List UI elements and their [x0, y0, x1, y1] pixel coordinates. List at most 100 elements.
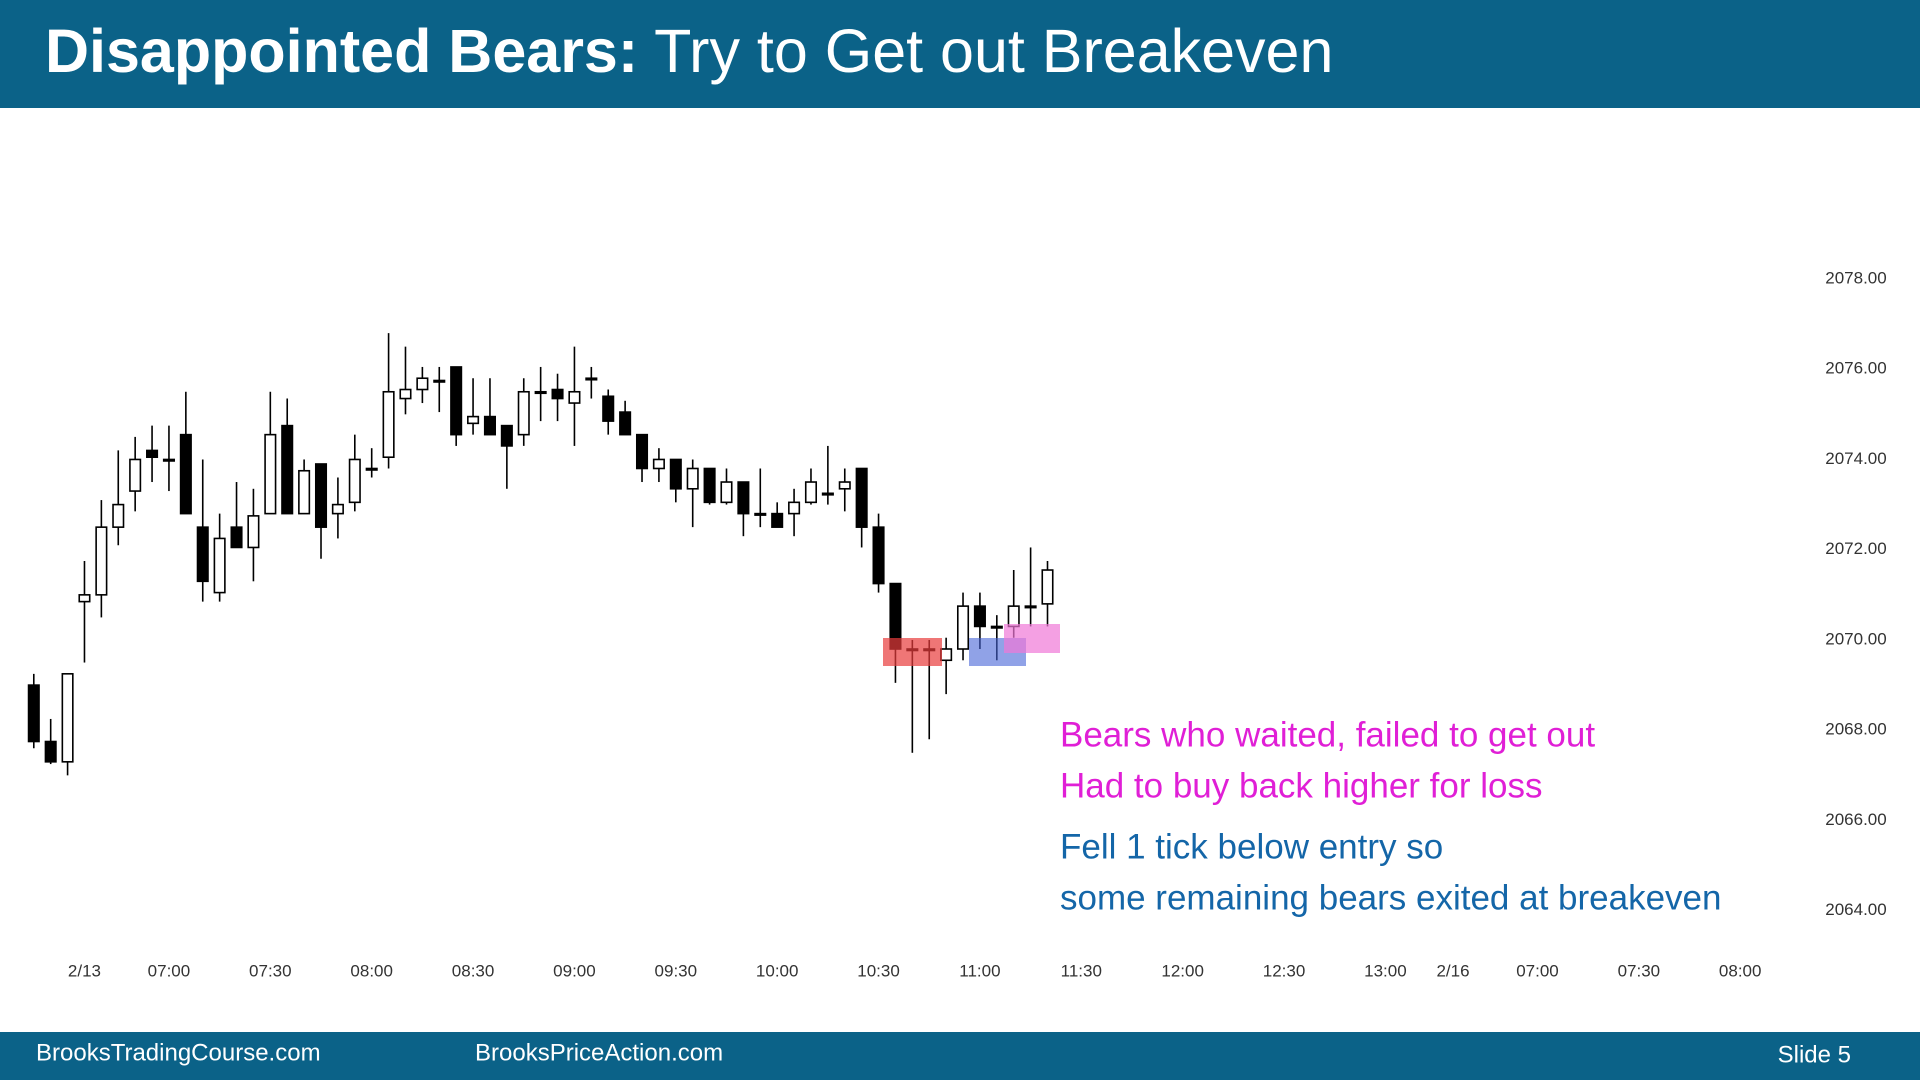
- x-tick-label: 07:00: [1516, 961, 1559, 980]
- x-tick-label: 12:30: [1263, 961, 1306, 980]
- candle-body: [517, 390, 530, 436]
- candle-body: [652, 458, 665, 470]
- footer-center: BrooksPriceAction.com: [475, 1039, 723, 1066]
- candle-body: [635, 433, 649, 470]
- candle-body: [129, 458, 142, 492]
- y-tick-label: 2074.00: [1825, 449, 1886, 468]
- candle-body: [619, 411, 632, 436]
- candle-body: [737, 481, 750, 515]
- header-band: [0, 0, 1920, 108]
- candle-body: [500, 424, 513, 447]
- candle-body: [855, 467, 868, 528]
- candle-body: [399, 388, 412, 400]
- candle-body: [686, 467, 699, 490]
- plot: 2078.00 2076.00 2074.00 2072.00 2070.00 2068.…: [27, 268, 1887, 980]
- annotation: Had to buy back higher for loss: [1060, 766, 1542, 805]
- slide-number: Slide 5: [1778, 1041, 1851, 1068]
- x-tick-label: 13:00: [1364, 961, 1407, 980]
- x-tick-label: 12:00: [1161, 961, 1204, 980]
- x-tick-label: 08:00: [1719, 961, 1762, 980]
- candle-body: [281, 424, 294, 515]
- candle-body: [365, 467, 378, 471]
- annotation: some remaining bears exited at breakeven: [1060, 878, 1721, 917]
- x-tick-label: 11:00: [959, 961, 1000, 980]
- y-tick-label: 2078.00: [1825, 268, 1886, 287]
- candle-body: [771, 512, 784, 528]
- x-tick-label: 2/13: [68, 961, 101, 980]
- highlights: [883, 624, 1060, 666]
- annotation: Bears who waited, failed to get out: [1060, 715, 1595, 754]
- x-tick-label: 10:30: [857, 961, 900, 980]
- candle-body: [382, 390, 395, 459]
- candle-body: [804, 481, 818, 504]
- x-tick-label: 08:30: [452, 961, 495, 980]
- candle-body: [162, 458, 175, 462]
- candle-body: [821, 492, 834, 496]
- candle-body: [331, 503, 344, 515]
- x-tick-label: 09:30: [655, 961, 698, 980]
- candle-body: [703, 467, 716, 504]
- y-tick-label: 2064.00: [1825, 900, 1886, 919]
- footer-band: [0, 1032, 1920, 1080]
- candle-body: [534, 390, 547, 395]
- candle-body: [230, 526, 243, 549]
- slide-title: Disappointed Bears: Try to Get out Breake…: [45, 17, 1333, 85]
- title-bold: Disappointed Bears:: [45, 17, 638, 85]
- x-tick-label: 11:30: [1061, 961, 1102, 980]
- candle-body: [179, 433, 192, 515]
- y-tick-label: 2068.00: [1825, 720, 1886, 739]
- title-rest: Try to Get out Breakeven: [654, 17, 1333, 85]
- y-tick-label: 2076.00: [1825, 359, 1886, 378]
- candle-body: [314, 463, 328, 528]
- candle-body: [754, 512, 767, 516]
- entry-zone-red: [883, 638, 942, 666]
- candle-body: [247, 515, 260, 549]
- candle-body: [483, 415, 496, 436]
- y-tick-label: 2072.00: [1825, 539, 1886, 558]
- candle-body: [602, 395, 615, 422]
- annotation: Fell 1 tick below entry so: [1060, 827, 1443, 866]
- candle-body: [264, 433, 277, 515]
- y-tick-label: 2070.00: [1825, 629, 1886, 648]
- x-tick-label: 08:00: [350, 961, 393, 980]
- x-tick-label: 2/16: [1436, 961, 1469, 980]
- candle-body: [348, 458, 361, 504]
- loss-zone-pink: [1004, 624, 1060, 653]
- candle-body: [551, 388, 564, 400]
- candle-body: [146, 449, 159, 459]
- candle-body: [720, 481, 733, 504]
- x-tick-label: 10:00: [756, 961, 799, 980]
- candle-body: [112, 503, 125, 528]
- candle-body: [973, 605, 986, 628]
- candle-body: [568, 390, 581, 404]
- candle-body: [585, 377, 598, 381]
- candle-body: [872, 526, 885, 585]
- candle-body: [467, 415, 480, 425]
- candle-body: [1024, 605, 1037, 609]
- candle-body: [1007, 605, 1020, 628]
- candle-body: [990, 625, 1003, 629]
- candle-body: [433, 379, 446, 383]
- candle-body: [1041, 569, 1054, 605]
- candle-body: [95, 526, 108, 596]
- x-tick-label: 09:00: [553, 961, 596, 980]
- candle-body: [78, 594, 91, 603]
- candle-body: [196, 526, 209, 583]
- y-tick-label: 2066.00: [1825, 810, 1886, 829]
- x-tick-label: 07:30: [1618, 961, 1661, 980]
- candle-body: [27, 684, 40, 743]
- x-tick-label: 07:00: [148, 961, 191, 980]
- candle-body: [788, 501, 801, 515]
- footer-left: BrooksTradingCourse.com: [36, 1039, 321, 1066]
- candle-body: [61, 673, 74, 763]
- candle-body: [669, 458, 682, 490]
- candle-body: [213, 537, 226, 594]
- candle-body: [416, 377, 429, 391]
- candle-body: [298, 469, 311, 515]
- candle-body: [44, 740, 57, 763]
- candle-body: [940, 648, 953, 662]
- x-tick-label: 07:30: [249, 961, 292, 980]
- candle-body: [450, 366, 463, 436]
- candle-body: [838, 481, 851, 490]
